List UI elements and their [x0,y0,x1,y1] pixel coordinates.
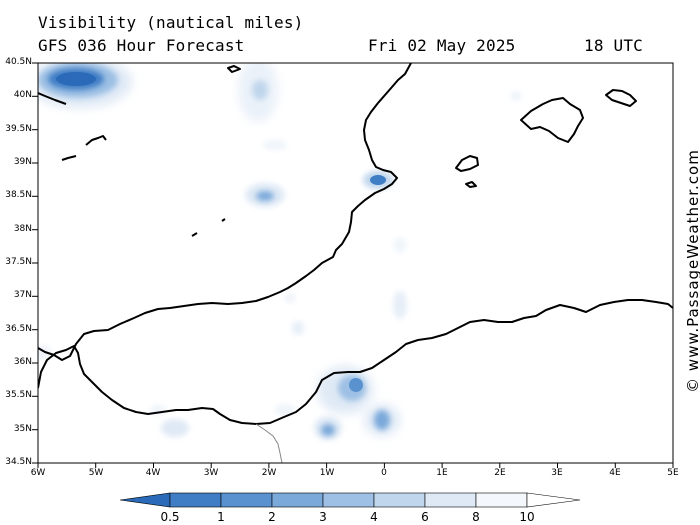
lon-tick-label: 0 [381,468,387,478]
low-visibility-area [238,63,278,122]
chart-title: Visibility (nautical miles) [38,13,304,32]
forecast-time: 18 UTC [584,36,643,55]
colorbar [119,492,581,508]
lat-tick-label: 39N [13,157,32,167]
islet-coastline [191,232,198,237]
colorbar-bin [220,492,273,508]
visibility-shading [38,63,522,440]
low-visibility-area [292,321,304,335]
low-visibility-area [38,63,132,108]
credit-watermark: © www.PassageWeather.com [684,149,700,393]
coastline [38,63,673,425]
islet-coastline [61,155,77,161]
lat-tick-label: 38.5N [5,190,32,200]
colorbar-label: 6 [421,510,429,524]
colorbar-label: 10 [519,510,535,524]
lon-tick-label: 1E [436,468,448,478]
low-visibility-area [363,171,393,189]
low-visibility-area [161,419,189,437]
islet-coastline [227,65,241,73]
axis-ticks [32,62,674,468]
lon-tick-label: 2W [261,468,277,478]
lat-tick-label: 37N [13,290,32,300]
low-visibility-area [245,183,285,207]
colorbar-label: 0.5 [160,510,180,524]
colorbar-bin [271,492,324,508]
formentera-coastline [465,181,477,188]
colorbar-bin [322,492,375,508]
lat-tick-label: 40N [13,90,32,100]
islet-coastline [85,135,107,146]
low-visibility-area [284,293,296,303]
colorbar-label: 4 [370,510,378,524]
colorbar-label: 8 [472,510,480,524]
islet-coastline [221,218,226,222]
low-visibility-area [314,416,342,440]
lat-tick-label: 39.5N [5,124,32,134]
colorbar-label: 3 [319,510,327,524]
lon-tick-label: 4W [145,468,161,478]
lat-tick-label: 36N [13,357,32,367]
lat-tick-label: 34.5N [5,457,32,467]
lat-tick-label: 36.5N [5,324,32,334]
lat-tick-label: 38N [13,224,32,234]
ibiza-coastline [455,155,479,172]
colorbar-arrow-low [119,492,171,508]
country-border [255,423,283,464]
lat-tick-label: 35N [13,424,32,434]
lon-tick-label: 6W [30,468,46,478]
colorbar-bin [169,492,222,508]
lat-tick-label: 40.5N [5,57,32,67]
islet-coastline [38,92,67,105]
low-visibility-area [394,237,406,253]
iberia-coastline [38,63,412,361]
colorbar-label: 1 [217,510,225,524]
low-visibility-area [275,404,295,416]
lon-tick-label: 5W [88,468,104,478]
lat-tick-label: 37.5N [5,257,32,267]
africa-coastline [38,299,673,425]
forecast-date: Fri 02 May 2025 [368,36,516,55]
lon-tick-label: 1W [319,468,335,478]
lon-tick-label: 3W [203,468,219,478]
forecast-subtitle: GFS 036 Hour Forecast [38,36,245,55]
low-visibility-area [364,404,400,436]
colorbar-bin [475,492,528,508]
lon-tick-label: 3E [551,468,563,478]
colorbar-bin [373,492,426,508]
mallorca-coastline [520,97,584,143]
lat-tick-label: 35.5N [5,390,32,400]
low-visibility-area [317,366,373,414]
lon-tick-label: 4E [609,468,621,478]
lon-tick-label: 5E [667,468,679,478]
colorbar-label: 2 [268,510,276,524]
colorbar-bin [424,492,477,508]
colorbar-arrow-high [526,492,581,508]
menorca-coastline [605,89,637,107]
low-visibility-area [510,91,522,101]
low-visibility-area [263,140,287,150]
low-visibility-area [393,291,407,319]
lon-tick-label: 2E [494,468,506,478]
